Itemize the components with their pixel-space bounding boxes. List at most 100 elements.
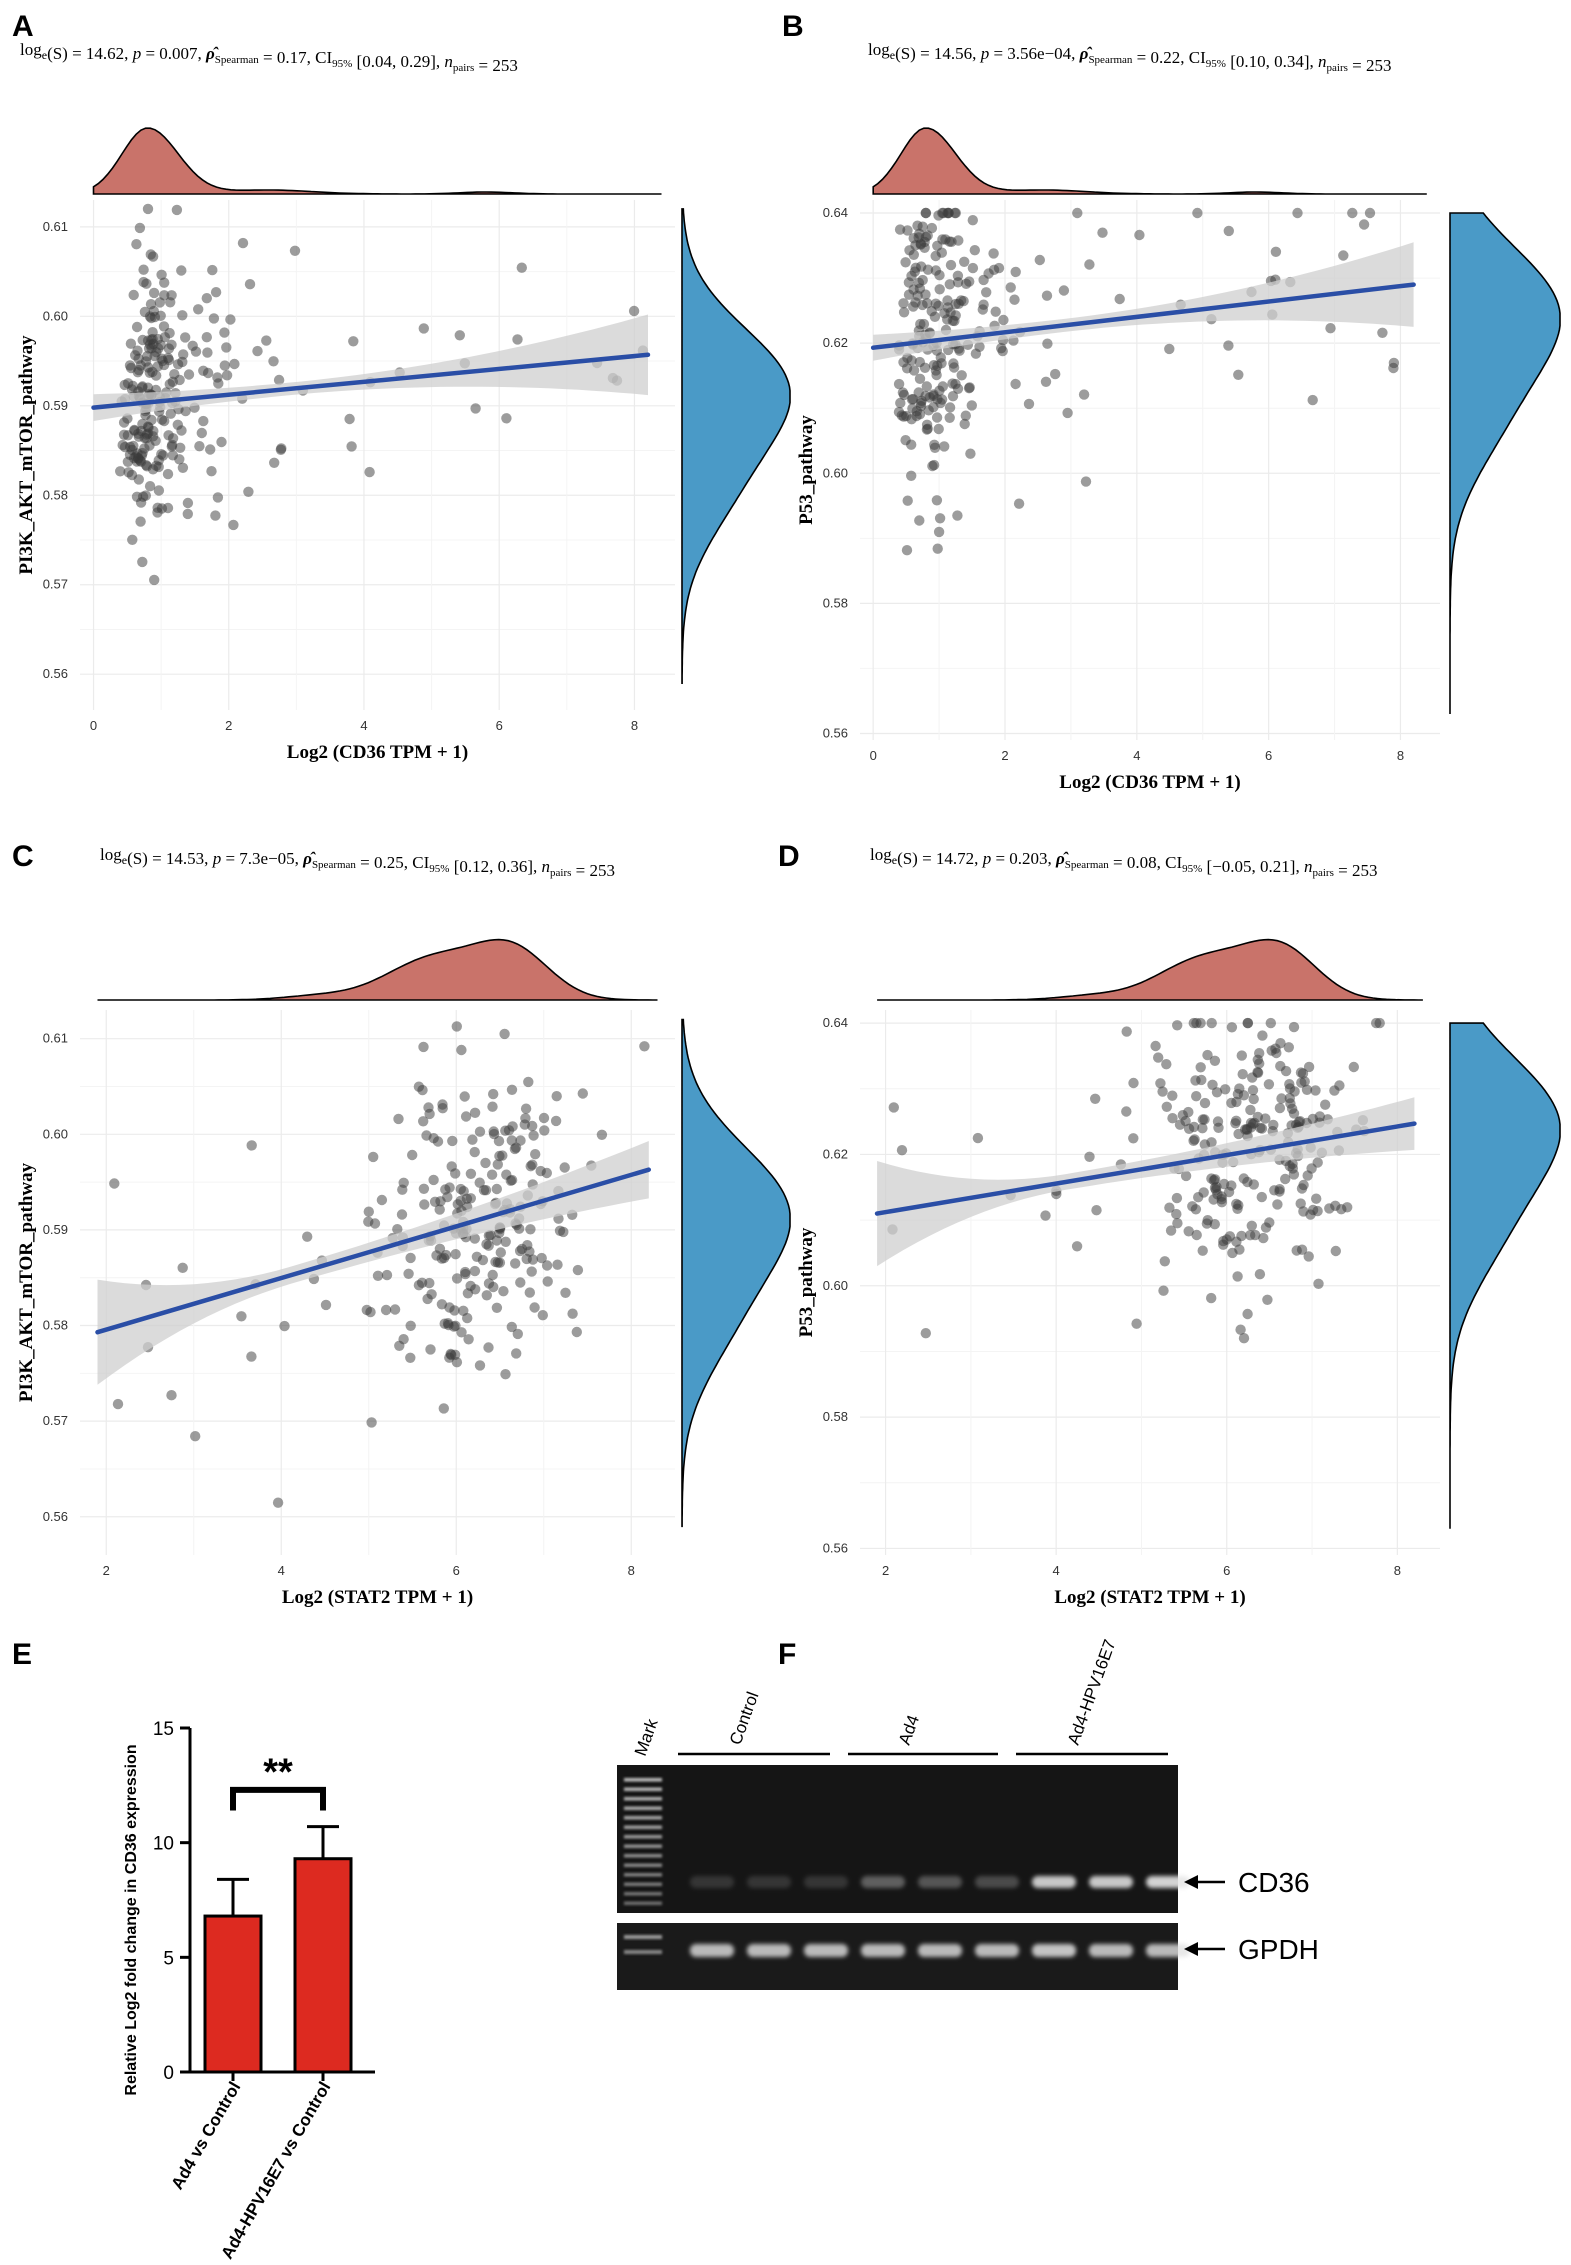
data-point — [1223, 225, 1235, 237]
data-point — [1242, 1124, 1253, 1135]
data-point — [1041, 290, 1053, 301]
stats-annotation: loge(S) = 14.72, p = 0.203, ρ̂Spearman =… — [870, 845, 1377, 880]
data-point — [1280, 1065, 1292, 1077]
data-point — [488, 1128, 500, 1140]
data-point — [208, 313, 220, 324]
data-point — [628, 305, 640, 317]
data-point — [1010, 378, 1021, 390]
data-point — [897, 387, 909, 398]
data-point — [206, 466, 217, 477]
data-point — [1377, 327, 1388, 338]
data-point — [219, 360, 230, 371]
data-point — [175, 442, 186, 453]
data-point — [919, 242, 930, 253]
regression-line — [874, 1121, 1417, 1216]
data-point — [927, 460, 938, 472]
data-point — [998, 314, 1009, 326]
data-point — [1211, 1087, 1223, 1098]
data-point — [1198, 1187, 1209, 1198]
data-point — [956, 370, 967, 381]
data-point — [212, 372, 223, 383]
data-point — [1325, 323, 1336, 334]
data-point — [1364, 207, 1376, 219]
data-point — [541, 1260, 553, 1271]
data-point — [163, 430, 174, 441]
y-marginal-density — [1449, 212, 1561, 714]
data-point — [147, 431, 159, 442]
significance-stars: ** — [263, 1752, 293, 1794]
y-tick-label: 0.56 — [823, 1540, 848, 1555]
data-point — [922, 423, 933, 434]
x-tick-label: 8 — [1394, 1563, 1401, 1578]
data-point — [156, 503, 168, 514]
data-point — [1114, 293, 1125, 305]
ladder-band — [624, 1844, 662, 1848]
gel-panel-f: Mark Control Ad4 Ad4-HPV16E7 CD36 GPDH — [617, 1637, 1319, 1990]
data-point — [491, 1183, 502, 1195]
data-point — [376, 1194, 388, 1206]
data-point — [1050, 368, 1061, 380]
data-point — [902, 495, 913, 506]
data-point — [959, 256, 970, 267]
data-point — [933, 210, 944, 221]
cd36-band — [690, 1876, 734, 1888]
data-point — [1334, 1080, 1345, 1091]
data-point — [943, 207, 954, 219]
data-point — [1283, 1042, 1295, 1053]
data-point — [148, 287, 160, 299]
data-point — [1247, 1072, 1258, 1083]
data-point — [361, 1304, 372, 1316]
data-point — [1245, 1104, 1256, 1116]
data-point — [429, 1196, 441, 1208]
data-point — [1155, 1078, 1166, 1089]
data-point — [1158, 1285, 1169, 1296]
data-point — [1231, 1115, 1242, 1127]
data-point — [138, 264, 149, 275]
data-point — [180, 332, 191, 343]
data-point — [469, 1233, 480, 1244]
data-point — [1216, 1197, 1228, 1208]
y-tick-label: 0.64 — [823, 205, 848, 220]
data-point — [1252, 1054, 1264, 1066]
data-point — [527, 1159, 538, 1170]
cd36-band — [861, 1876, 905, 1888]
data-point — [1312, 1205, 1323, 1217]
data-point — [953, 235, 964, 246]
data-point — [366, 1417, 377, 1428]
data-point — [421, 1130, 432, 1141]
data-point — [894, 224, 906, 235]
data-point — [470, 403, 481, 414]
data-point — [960, 410, 971, 421]
data-point — [1284, 1079, 1295, 1090]
data-point — [908, 301, 919, 312]
data-point — [939, 441, 950, 452]
data-point — [920, 207, 931, 219]
data-point — [930, 298, 941, 309]
ladder-band — [624, 1787, 662, 1791]
data-point — [898, 411, 909, 422]
data-point — [907, 403, 918, 414]
data-point — [1220, 1084, 1231, 1095]
data-point — [1209, 1055, 1221, 1067]
data-point — [559, 1162, 570, 1173]
data-point — [144, 367, 155, 378]
data-point — [448, 1321, 460, 1332]
data-point — [515, 1277, 526, 1288]
data-point — [1180, 1170, 1192, 1182]
y-tick-label: 0.59 — [43, 398, 68, 413]
data-point — [983, 268, 994, 279]
data-point — [1195, 1062, 1206, 1073]
data-point — [219, 327, 230, 338]
data-point — [205, 444, 216, 455]
data-point — [554, 1225, 566, 1237]
data-point — [1042, 338, 1053, 349]
data-point — [422, 1293, 433, 1305]
x-tick-label: 8 — [628, 1563, 635, 1578]
x-tick-label: 2 — [882, 1563, 889, 1578]
panel-label-e: E — [12, 1638, 32, 1671]
data-point — [1202, 1049, 1213, 1061]
data-point — [929, 311, 941, 322]
y-axis-title: PI3K_AKT_mTOR_pathway — [16, 1162, 37, 1402]
data-point — [1150, 1040, 1161, 1052]
data-point — [363, 1216, 374, 1227]
